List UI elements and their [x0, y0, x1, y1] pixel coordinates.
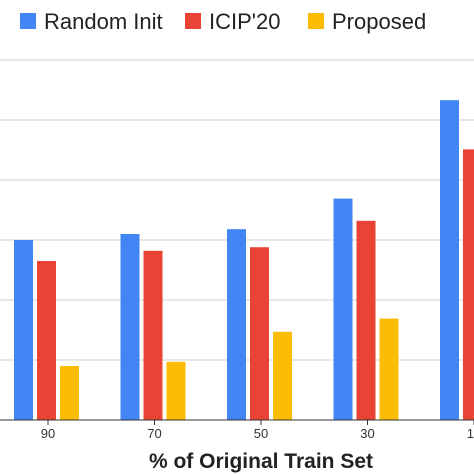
bar-icip-20-10 — [463, 149, 474, 420]
x-tick-label: 70 — [147, 426, 161, 441]
bar-proposed-70 — [166, 361, 186, 420]
legend-label: Random Init — [44, 9, 163, 34]
bar-proposed-50 — [273, 331, 292, 420]
x-axis-label: % of Original Train Set — [149, 450, 373, 473]
x-tick-label: 30 — [360, 426, 374, 441]
bar-random-init-10 — [440, 100, 459, 420]
bar-random-init-50 — [227, 229, 246, 420]
legend-label: Proposed — [332, 9, 426, 34]
x-tick-label: 50 — [254, 426, 268, 441]
bar-random-init-30 — [333, 198, 353, 420]
bar-icip-20-30 — [356, 220, 376, 420]
legend-swatch-icip-20 — [185, 13, 201, 29]
bar-random-init-90 — [14, 240, 33, 420]
x-tick-label: 10 — [467, 426, 474, 441]
bar-proposed-30 — [379, 318, 399, 420]
bar-icip-20-70 — [143, 250, 163, 420]
legend-swatch-proposed — [308, 13, 324, 29]
bar-icip-20-50 — [250, 247, 269, 420]
bars — [14, 100, 474, 420]
bar-icip-20-90 — [37, 261, 56, 420]
x-tick-label: 90 — [41, 426, 55, 441]
bar-proposed-90 — [60, 366, 79, 420]
legend-swatch-random-init — [20, 13, 36, 29]
legend: Random Init ICIP'20 Proposed — [20, 9, 426, 34]
x-tick-labels: 90 70 50 30 10 — [41, 420, 474, 441]
bar-random-init-70 — [120, 234, 140, 420]
legend-label: ICIP'20 — [209, 9, 280, 34]
